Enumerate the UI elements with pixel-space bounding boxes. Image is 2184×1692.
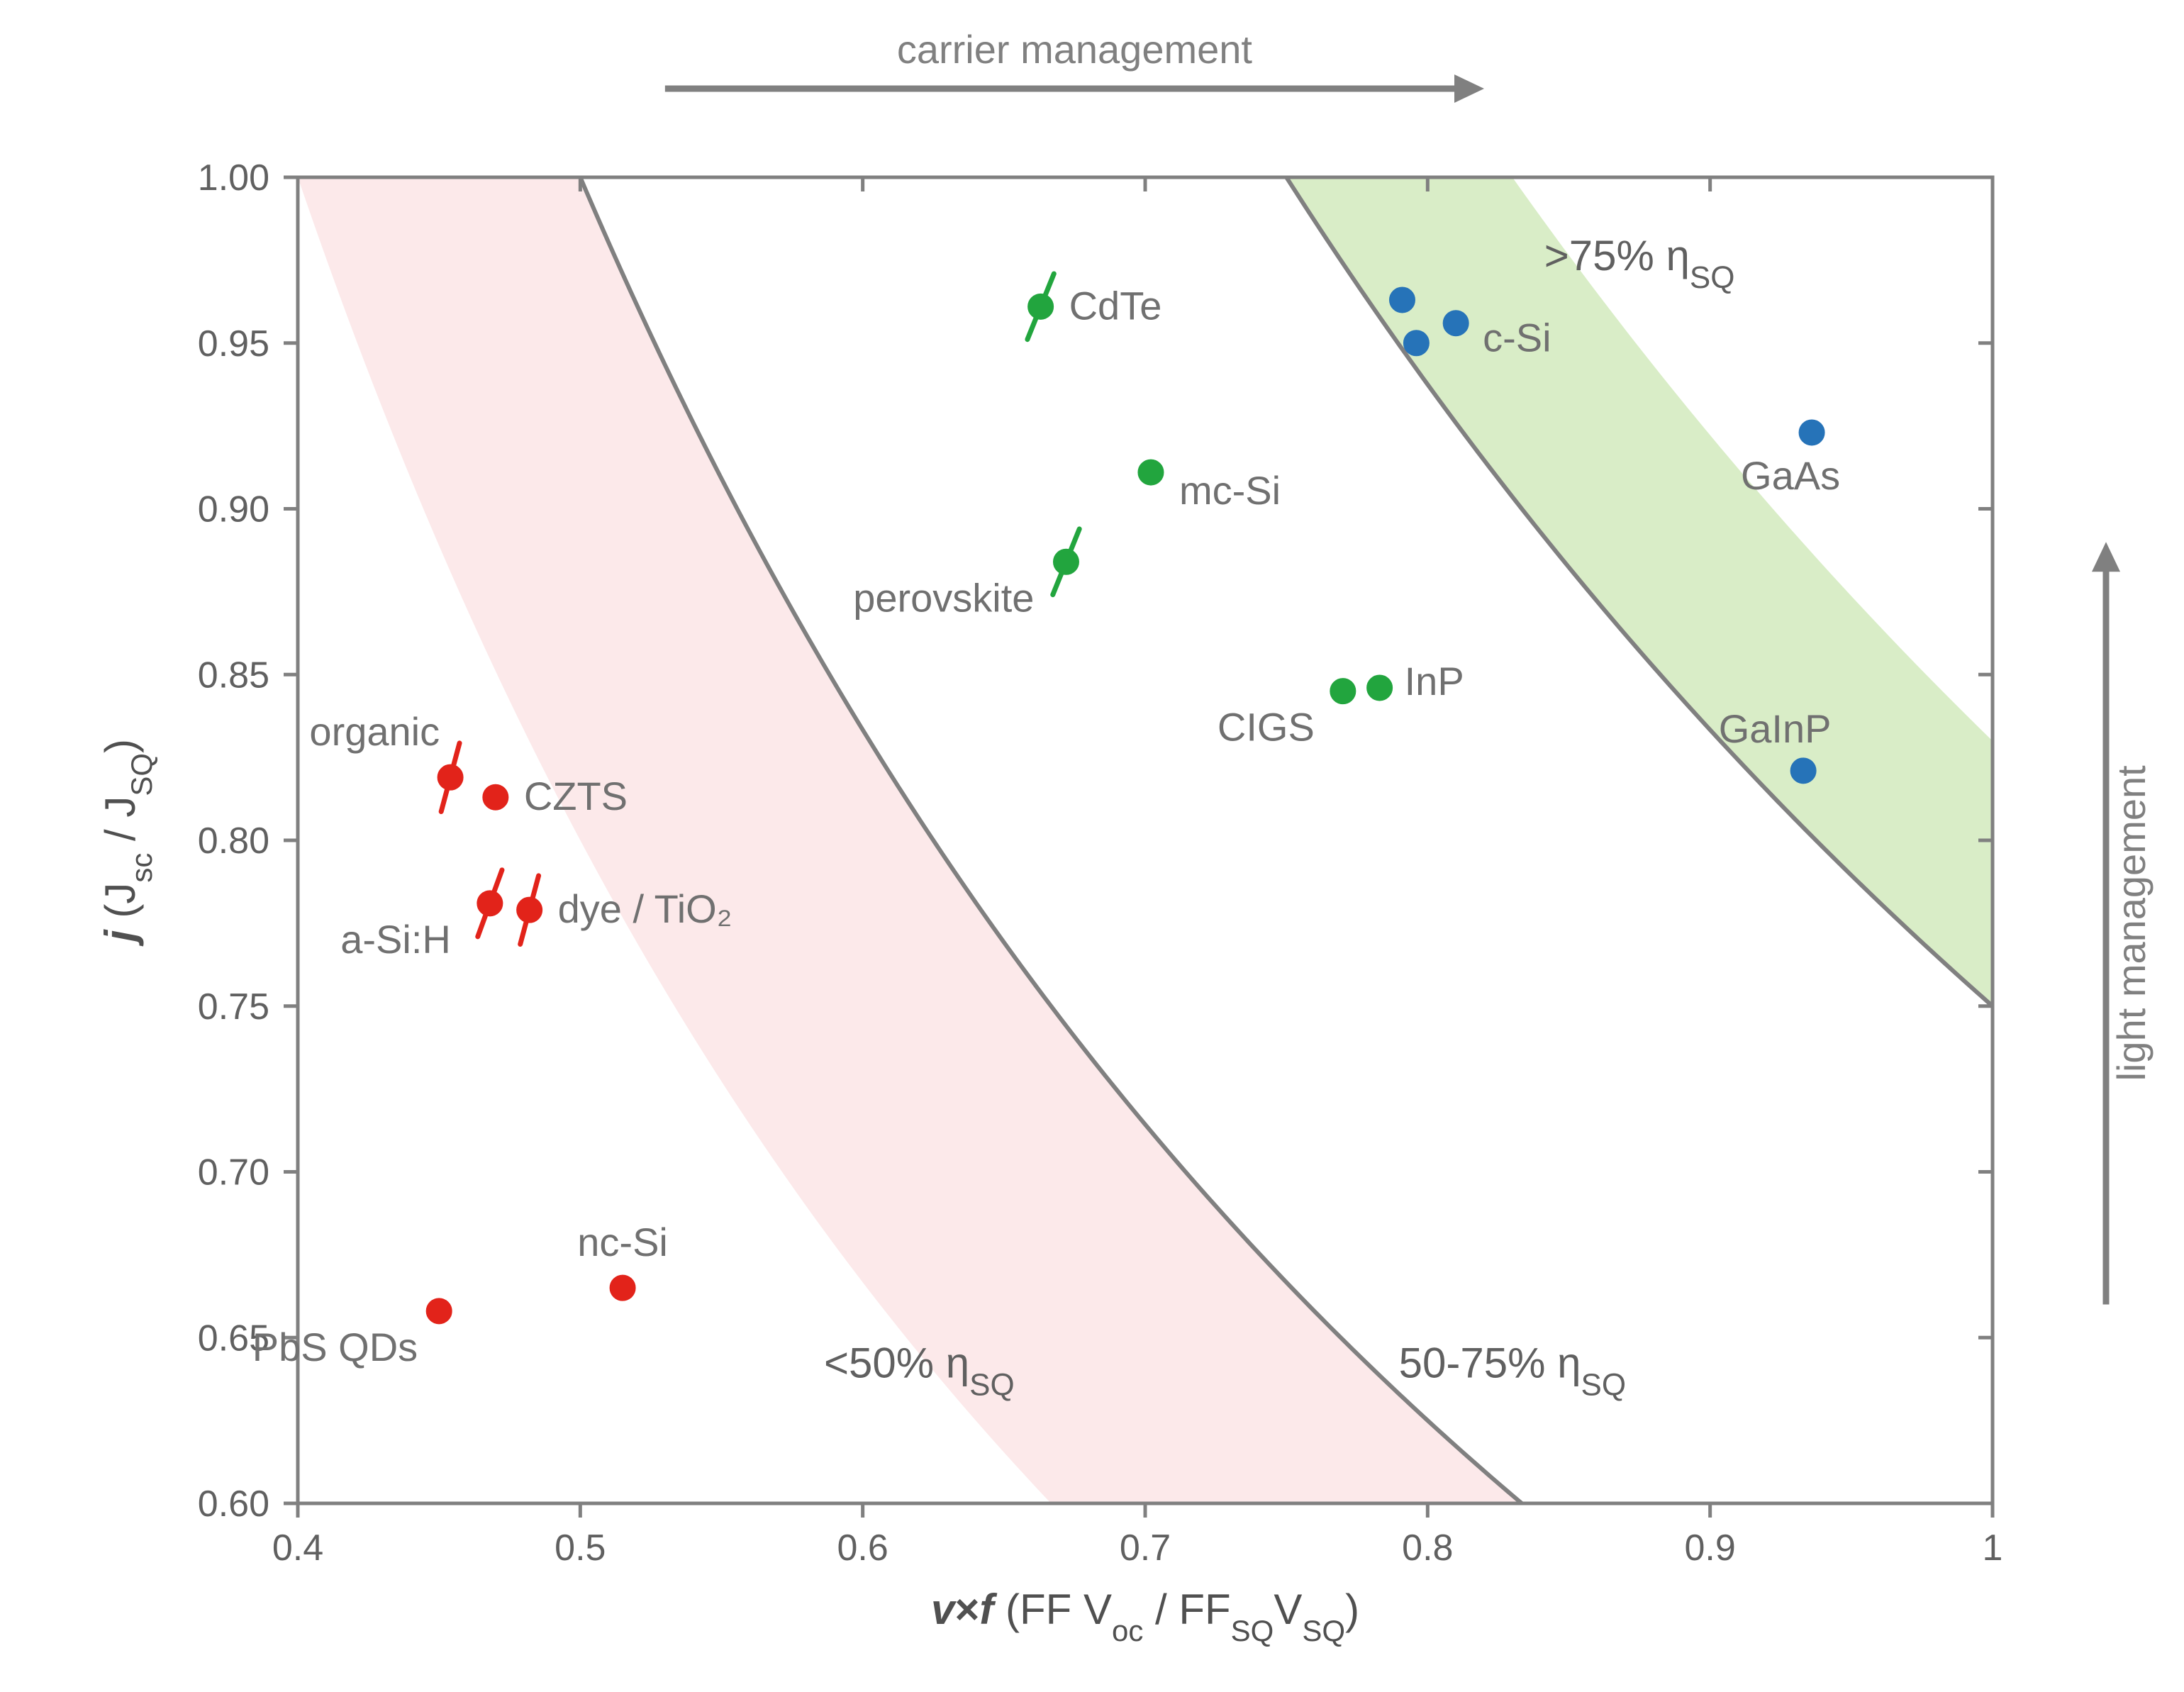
point-cdte <box>1028 294 1054 319</box>
carrier-arrow-label: carrier management <box>897 27 1253 72</box>
point-gaas <box>1799 420 1824 445</box>
point-a-si-h <box>477 891 503 916</box>
y-tick-label: 0.70 <box>198 1152 269 1193</box>
point-label-czts: CZTS <box>524 774 628 818</box>
point-c-si <box>1443 311 1469 336</box>
y-tick-label: 0.80 <box>198 820 269 862</box>
point-label-gainp: GaInP <box>1719 706 1832 751</box>
x-tick-label: 0.9 <box>1685 1527 1736 1569</box>
y-tick-label: 0.60 <box>198 1484 269 1525</box>
y-tick-label: 0.90 <box>198 489 269 530</box>
light-arrow-label: light management <box>2109 765 2154 1081</box>
point-inp <box>1367 675 1393 701</box>
scatter-chart: 0.40.50.60.70.80.910.600.650.700.750.800… <box>0 0 2184 1692</box>
point-label-mc-si: mc-Si <box>1179 468 1281 513</box>
y-tick-label: 1.00 <box>198 157 269 199</box>
x-tick-label: 0.8 <box>1402 1527 1453 1569</box>
point-nc-si <box>610 1275 635 1301</box>
chart-container: 0.40.50.60.70.80.910.600.650.700.750.800… <box>0 0 2184 1692</box>
point-dye-tio- <box>517 897 542 923</box>
point-label-inp: InP <box>1405 659 1464 703</box>
point-unnamed <box>1403 330 1429 356</box>
point-perovskite <box>1053 549 1079 574</box>
point-czts <box>483 784 508 810</box>
x-tick-label: 1 <box>1983 1527 2003 1569</box>
point-pbs-qds <box>426 1298 452 1324</box>
point-label-c-si: c-Si <box>1483 316 1551 360</box>
y-tick-label: 0.85 <box>198 655 269 696</box>
point-label-cigs: CIGS <box>1218 705 1315 750</box>
point-cigs <box>1330 679 1356 704</box>
x-tick-label: 0.7 <box>1120 1527 1171 1569</box>
point-label-nc-si: nc-Si <box>577 1220 668 1264</box>
x-tick-label: 0.5 <box>555 1527 606 1569</box>
point-label-perovskite: perovskite <box>853 575 1034 620</box>
point-label-dye-tio-: dye / TiO₂ <box>558 886 732 931</box>
x-tick-label: 0.4 <box>272 1527 323 1569</box>
x-tick-label: 0.6 <box>837 1527 888 1569</box>
point-organic <box>438 764 463 790</box>
y-tick-label: 0.75 <box>198 986 269 1028</box>
point-label-pbs-qds: PbS QDs <box>252 1325 418 1369</box>
point-unnamed <box>1389 287 1415 313</box>
point-label-cdte: CdTe <box>1069 283 1162 328</box>
point-label-gaas: GaAs <box>1741 453 1840 498</box>
point-gainp <box>1790 758 1816 784</box>
y-tick-label: 0.95 <box>198 323 269 364</box>
point-label-organic: organic <box>309 709 440 754</box>
point-label-a-si-h: a-Si:H <box>340 917 451 962</box>
point-mc-si <box>1138 460 1164 485</box>
